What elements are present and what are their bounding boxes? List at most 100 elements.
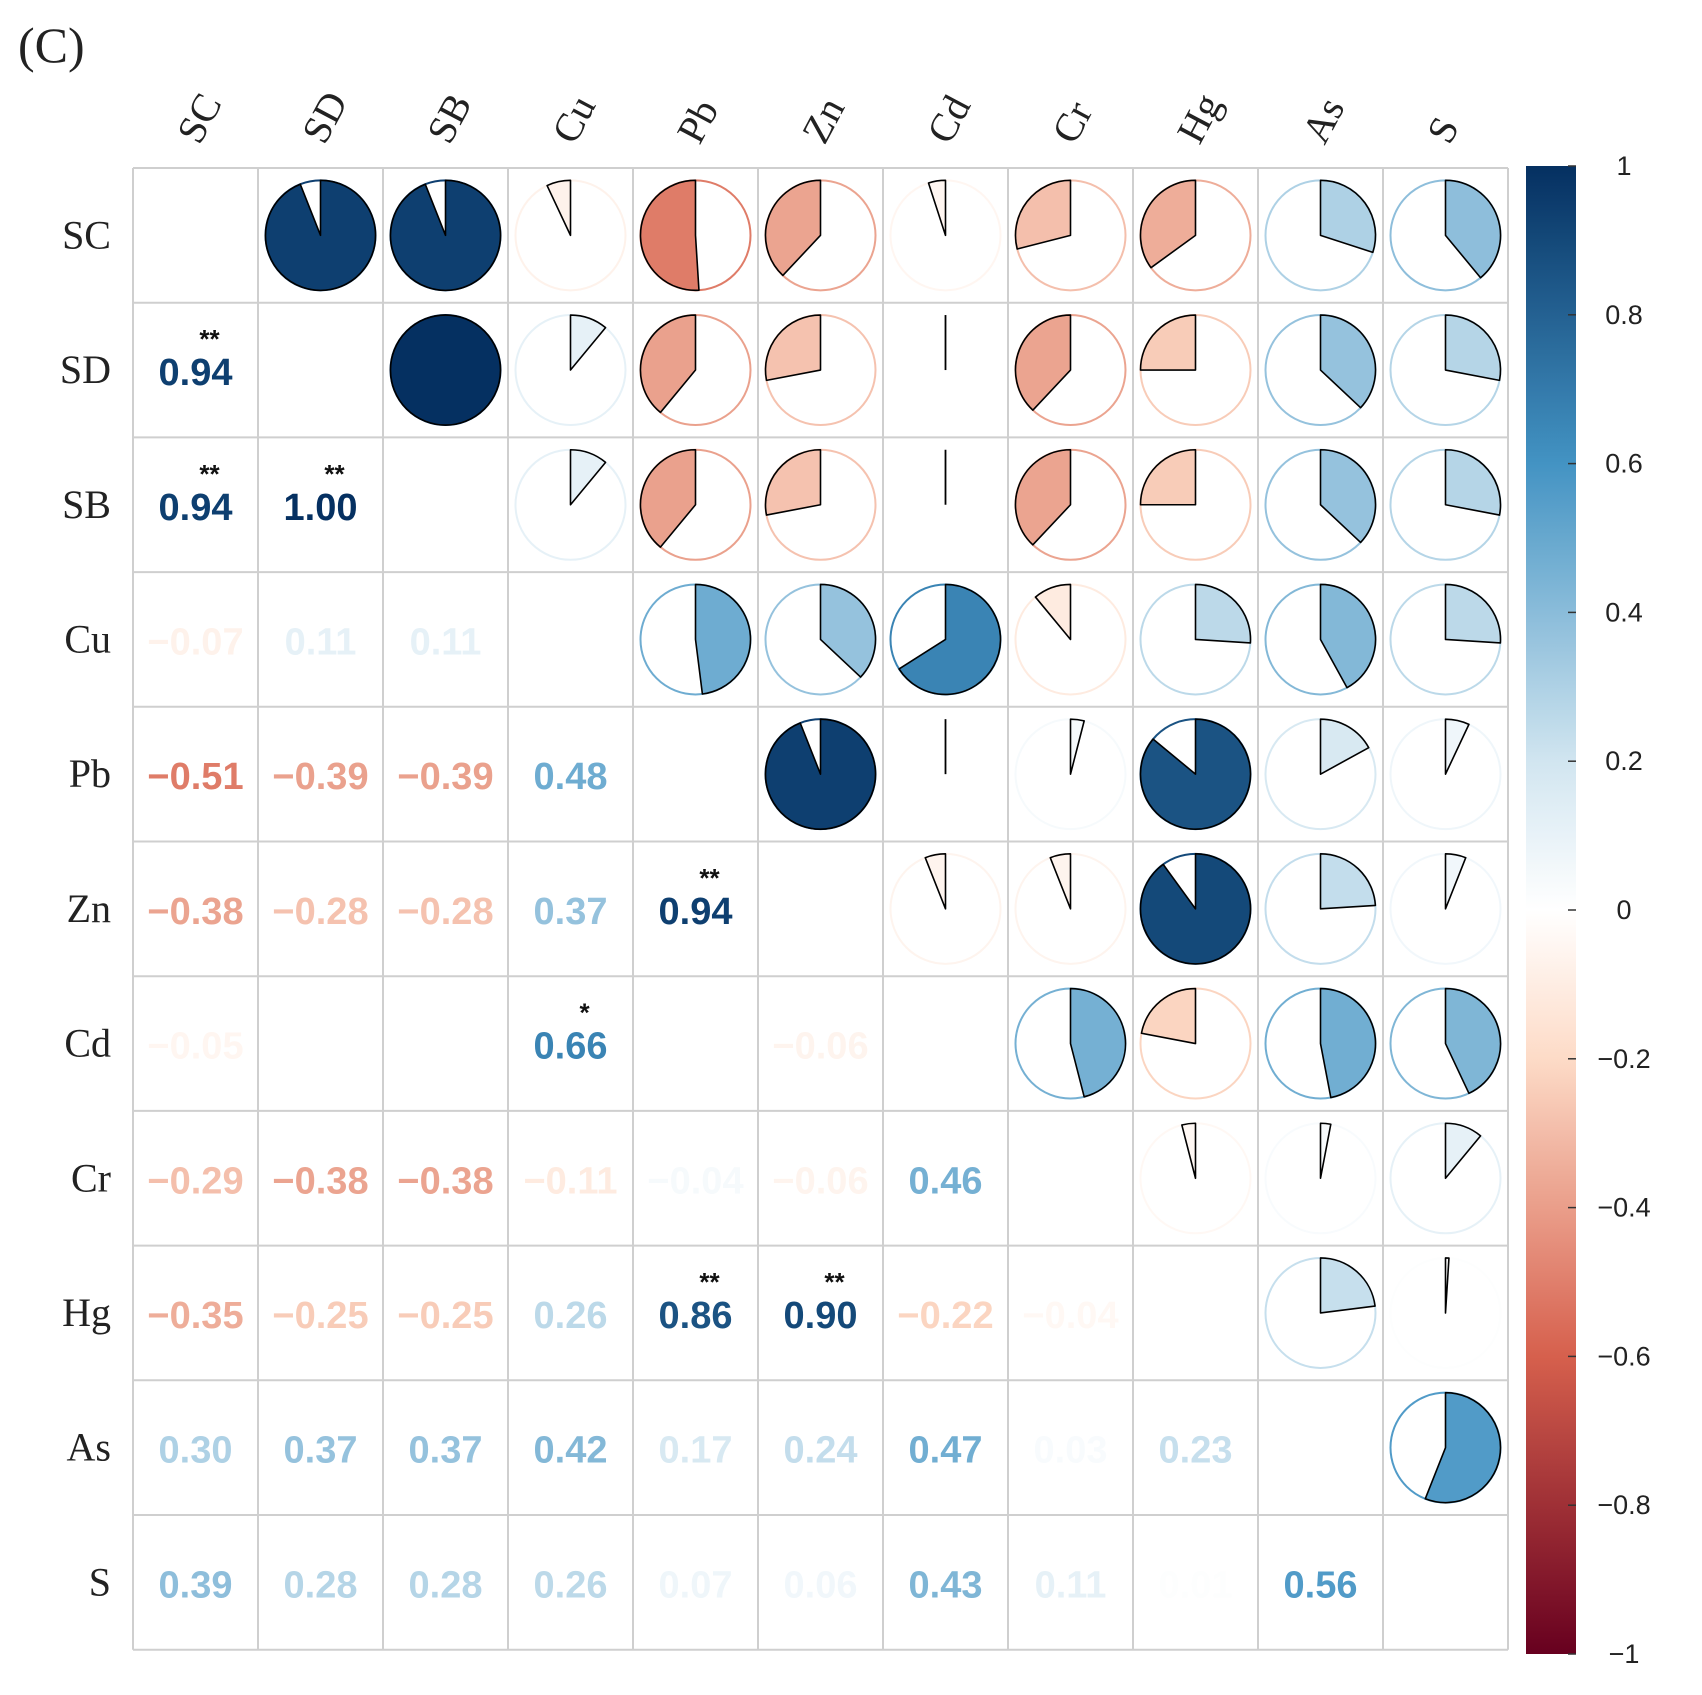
coef-as-zn: 0.24 [784,1430,858,1472]
colorbar-tick-label: 0.6 [1605,449,1643,479]
pie-wedge [764,179,822,277]
pie-wedge [569,314,607,371]
pie-pb-cr [1014,718,1127,831]
pie-pb-s [1389,718,1502,831]
column-label-cr: Cr [1043,94,1102,150]
pie-sd-cu [514,314,627,427]
coef-s-sb: 0.28 [409,1564,483,1606]
pie-sd-cd [889,314,1002,427]
pie-zn-hg [1139,852,1252,965]
colorbar-tick-label: −0.2 [1597,1044,1650,1074]
pie-sb-as [1264,448,1377,561]
row-label-sd: SD [60,347,111,392]
pie-sd-zn [764,314,877,427]
pie-wedge [389,314,502,426]
coef-zn-sb: −0.28 [397,891,493,933]
panel-label: (C) [18,17,85,73]
pie-wedge [389,179,502,292]
pie-sc-zn [764,179,877,292]
coef-as-hg: 0.23 [1159,1430,1233,1472]
pie-wedge [1014,179,1072,250]
coef-cd-zn: −0.06 [772,1026,868,1068]
pie-sb-cr [1014,448,1127,561]
row-label-sc: SC [62,212,111,257]
pie-as-s [1389,1391,1502,1504]
coef-cr-pb: −0.04 [647,1160,743,1202]
pie-wedge [546,179,572,237]
pie-sc-s [1389,179,1502,292]
colorbar: 1 0.8 0.6 0.4 0.2 0 −0.2 −0.4 −0.6 −0.8 −1 [1526,151,1651,1669]
coef-cr-sc: −0.29 [147,1160,243,1202]
pie-wedge [1319,448,1377,544]
pie-wedge [569,448,607,506]
coef-s-sd: 0.28 [284,1564,358,1606]
pie-sc-cu [514,179,627,292]
pie-wedge [1034,583,1072,641]
pie-cu-as [1264,583,1377,696]
colorbar-tick-label: 0.2 [1605,746,1643,776]
colorbar-tick-label: −0.6 [1597,1341,1650,1371]
coef-pb-cu: 0.48 [534,756,608,798]
pie-wedge [1319,987,1377,1099]
pie-sd-pb [639,314,752,427]
coef-s-cu: 0.26 [534,1564,608,1606]
pie-wedge [924,853,947,910]
coef-sb-sc: 0.94 [159,487,233,529]
coef-hg-cd: −0.22 [897,1295,993,1337]
pie-wedge [1319,179,1377,254]
coef-cr-sb: −0.38 [397,1160,493,1202]
row-label-cr: Cr [71,1155,111,1200]
coef-s-pb: 0.07 [659,1564,733,1606]
coef-cr-sd: −0.38 [272,1160,368,1202]
pie-sc-cr [1014,179,1127,292]
pie-wedge [1319,853,1377,910]
column-labels: SC SD SB Cu Pb Zn Cd Cr Hg As S [168,84,1468,150]
pie-wedge [764,448,822,516]
pie-sd-s [1389,314,1502,427]
pie-wedge [1194,583,1252,644]
pie-sb-cd [889,448,1002,561]
coef-cd-sc: −0.05 [147,1026,243,1068]
coef-cd-cu: 0.66 [534,1026,608,1068]
coef-s-cd: 0.43 [909,1564,983,1606]
pie-wedge [1014,448,1072,546]
coef-as-cd: 0.47 [909,1430,983,1472]
pie-cu-cr [1014,583,1127,696]
pie-sc-as [1264,179,1377,292]
pie-pb-hg [1139,718,1252,831]
pie-wedge [1139,448,1197,506]
coef-cd-sb: 0.00 [409,1026,483,1068]
colorbar-tick-label: −0.8 [1597,1490,1650,1520]
coef-cu-sd: 0.11 [285,621,357,663]
pie-hg-s [1389,1256,1502,1369]
significance-hg-zn: ** [824,1267,845,1297]
pie-wedge [1319,1122,1332,1180]
colorbar-tick-label: 0 [1616,895,1631,925]
pie-zn-cd [889,852,1002,965]
pie-wedge [764,718,877,830]
pie-cr-as [1264,1122,1377,1235]
pie-zn-cr [1014,852,1127,965]
column-label-zn: Zn [793,90,854,150]
pie-cd-cr [1014,987,1127,1100]
pie-wedge [1139,853,1252,965]
pie-wedge [1444,1122,1482,1180]
pie-wedge [1014,314,1072,411]
coef-zn-cu: 0.37 [534,891,608,933]
row-label-cd: Cd [64,1021,111,1066]
pie-cd-s [1389,987,1502,1100]
row-labels: SC SD SB Cu Pb Zn Cd Cr Hg As S [60,212,111,1604]
coef-zn-sc: −0.38 [147,891,243,933]
pie-wedge [1319,314,1377,409]
coef-as-sd: 0.37 [284,1430,358,1472]
pie-cu-zn [764,583,877,696]
column-label-pb: Pb [668,92,728,150]
pie-wedge [639,314,697,414]
pie-cu-s [1389,583,1502,696]
pie-wedge [898,583,1002,696]
significance-zn-pb: ** [699,863,720,893]
pie-wedge [1444,448,1502,516]
coef-sb-sd: 1.00 [284,487,358,529]
significance-sd-sc: ** [199,324,220,354]
